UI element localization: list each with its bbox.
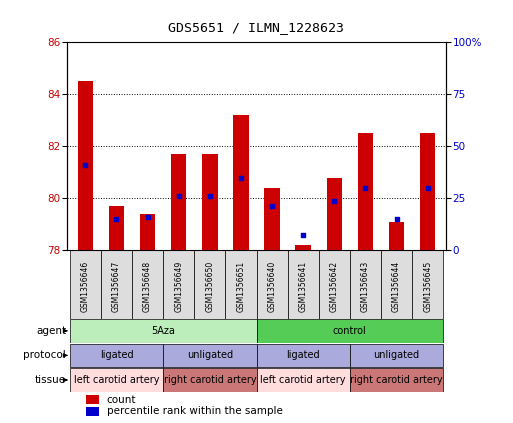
Bar — [86, 407, 99, 416]
FancyBboxPatch shape — [70, 368, 163, 392]
FancyBboxPatch shape — [194, 250, 225, 319]
FancyBboxPatch shape — [350, 368, 443, 392]
Text: unligated: unligated — [187, 350, 233, 360]
Text: GSM1356642: GSM1356642 — [330, 261, 339, 312]
Text: right carotid artery: right carotid artery — [164, 375, 256, 385]
Text: GSM1356648: GSM1356648 — [143, 261, 152, 312]
Bar — [264, 188, 280, 250]
FancyBboxPatch shape — [381, 250, 412, 319]
FancyBboxPatch shape — [70, 250, 101, 319]
Point — [144, 213, 152, 220]
Text: ligated: ligated — [100, 350, 133, 360]
Bar — [358, 133, 373, 250]
FancyBboxPatch shape — [70, 319, 256, 343]
Text: GSM1356640: GSM1356640 — [268, 261, 277, 312]
Bar — [233, 115, 249, 250]
Point — [112, 216, 121, 222]
FancyBboxPatch shape — [256, 343, 350, 367]
FancyBboxPatch shape — [101, 250, 132, 319]
Text: agent: agent — [36, 326, 66, 336]
Point — [392, 216, 401, 222]
Point — [81, 161, 89, 168]
Bar — [171, 154, 187, 250]
Point — [237, 174, 245, 181]
Text: GSM1356649: GSM1356649 — [174, 261, 183, 312]
Text: GSM1356643: GSM1356643 — [361, 261, 370, 312]
FancyBboxPatch shape — [412, 250, 443, 319]
Bar — [140, 214, 155, 250]
Text: left carotid artery: left carotid artery — [74, 375, 159, 385]
Text: GSM1356650: GSM1356650 — [205, 261, 214, 312]
FancyBboxPatch shape — [350, 250, 381, 319]
FancyBboxPatch shape — [225, 250, 256, 319]
FancyBboxPatch shape — [256, 368, 350, 392]
Point — [299, 231, 307, 238]
Bar — [326, 178, 342, 250]
Text: ligated: ligated — [286, 350, 320, 360]
Text: unligated: unligated — [373, 350, 420, 360]
Text: control: control — [333, 326, 367, 336]
Text: left carotid artery: left carotid artery — [261, 375, 346, 385]
Point — [206, 192, 214, 199]
Bar — [202, 154, 218, 250]
Bar — [295, 245, 311, 250]
Text: tissue: tissue — [35, 375, 66, 385]
Bar — [420, 133, 436, 250]
Text: count: count — [107, 395, 136, 404]
Text: GSM1356641: GSM1356641 — [299, 261, 308, 312]
Point — [174, 192, 183, 199]
Point — [330, 198, 339, 204]
FancyBboxPatch shape — [163, 368, 256, 392]
FancyBboxPatch shape — [163, 343, 256, 367]
Text: right carotid artery: right carotid artery — [350, 375, 443, 385]
FancyBboxPatch shape — [256, 250, 288, 319]
Bar — [77, 81, 93, 250]
Text: GSM1356646: GSM1356646 — [81, 261, 90, 312]
Bar — [389, 222, 404, 250]
Text: GSM1356651: GSM1356651 — [236, 261, 245, 312]
Point — [268, 203, 276, 209]
Point — [361, 184, 369, 191]
FancyBboxPatch shape — [288, 250, 319, 319]
Text: GSM1356644: GSM1356644 — [392, 261, 401, 312]
FancyBboxPatch shape — [132, 250, 163, 319]
Text: GDS5651 / ILMN_1228623: GDS5651 / ILMN_1228623 — [168, 21, 345, 34]
Text: GSM1356647: GSM1356647 — [112, 261, 121, 312]
Text: 5Aza: 5Aza — [151, 326, 175, 336]
Text: percentile rank within the sample: percentile rank within the sample — [107, 407, 283, 417]
FancyBboxPatch shape — [163, 250, 194, 319]
Text: protocol: protocol — [23, 350, 66, 360]
Point — [424, 184, 432, 191]
Bar — [109, 206, 124, 250]
Bar — [86, 395, 99, 404]
FancyBboxPatch shape — [319, 250, 350, 319]
Text: GSM1356645: GSM1356645 — [423, 261, 432, 312]
FancyBboxPatch shape — [70, 343, 163, 367]
FancyBboxPatch shape — [256, 319, 443, 343]
FancyBboxPatch shape — [350, 343, 443, 367]
